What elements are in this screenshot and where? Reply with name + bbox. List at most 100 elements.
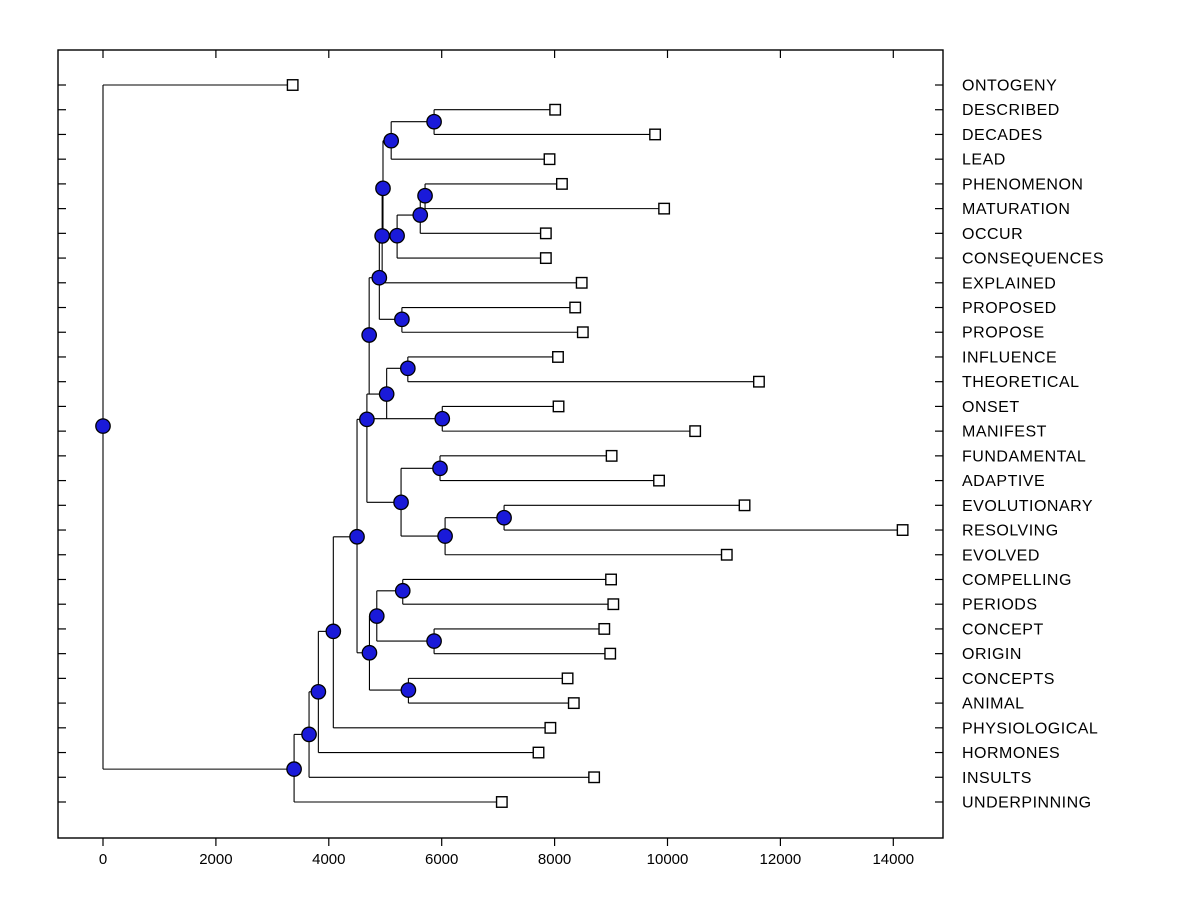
leaf-label: RESOLVING — [962, 523, 1059, 540]
leaf-label: CONCEPTS — [962, 671, 1055, 688]
leaf-label: PERIODS — [962, 597, 1038, 614]
node-marker — [325, 623, 342, 640]
leaf-label: CONSEQUENCES — [962, 251, 1104, 268]
leaf-marker — [532, 746, 545, 759]
leaf-label: ANIMAL — [962, 696, 1025, 713]
node-marker — [374, 228, 390, 244]
node-marker — [349, 528, 365, 545]
leaf-marker — [495, 796, 508, 808]
leaf-marker — [552, 351, 564, 363]
x-axis-tick-label: 4000 — [312, 851, 345, 868]
leaf-label: PROPOSE — [962, 325, 1045, 342]
leaf-label: OCCUR — [962, 226, 1023, 243]
x-axis-tick-label: 0 — [99, 851, 107, 868]
node-marker — [417, 187, 433, 204]
leaf-label: MATURATION — [962, 201, 1070, 218]
leaf-marker — [549, 103, 562, 116]
leaf-marker — [689, 425, 702, 438]
leaf-marker — [543, 153, 556, 166]
leaf-marker — [567, 697, 580, 710]
node-marker — [375, 180, 391, 197]
leaf-marker — [539, 252, 552, 265]
leaf-label: EXPLAINED — [962, 275, 1056, 292]
node-marker — [434, 410, 451, 427]
node-marker — [400, 682, 417, 698]
x-axis-tick-label: 2000 — [199, 851, 232, 868]
leaf-label: THEORETICAL — [962, 374, 1080, 391]
leaf-label: INFLUENCE — [962, 349, 1057, 366]
leaf-marker — [576, 326, 589, 339]
leaf-label: PHENOMENON — [962, 176, 1083, 193]
leaf-label: PROPOSED — [962, 300, 1057, 317]
node-marker — [412, 207, 429, 223]
node-marker — [432, 460, 448, 477]
x-axis-tick-label: 14000 — [872, 851, 914, 868]
node-marker — [426, 113, 442, 130]
leaf-marker — [653, 474, 665, 487]
leaf-label: INSULTS — [962, 770, 1032, 787]
leaf-marker — [561, 672, 574, 685]
node-marker — [496, 509, 512, 526]
node-marker — [286, 761, 302, 777]
leaf-marker — [598, 622, 611, 635]
x-axis-tick-label: 12000 — [760, 851, 802, 868]
x-axis-tick-label: 10000 — [647, 851, 689, 868]
leaf-marker — [588, 771, 601, 784]
leaf-label: COMPELLING — [962, 572, 1072, 589]
leaf-marker — [752, 375, 765, 388]
node-marker — [394, 311, 410, 328]
node-marker — [361, 644, 378, 661]
leaf-label: EVOLVED — [962, 547, 1040, 564]
node-marker — [371, 269, 388, 286]
leaf-marker — [569, 301, 582, 314]
leaf-label: ORIGIN — [962, 646, 1022, 663]
leaf-marker — [649, 128, 662, 141]
node-marker — [389, 227, 405, 244]
leaf-label: ADAPTIVE — [962, 473, 1045, 490]
leaf-marker — [575, 276, 588, 289]
node-marker — [394, 582, 411, 599]
leaf-marker — [720, 548, 733, 561]
leaf-marker — [552, 400, 565, 413]
leaf-marker — [539, 227, 552, 240]
leaf-marker — [607, 598, 620, 611]
leaf-marker — [544, 721, 557, 734]
leaf-label: ONTOGENY — [962, 78, 1057, 95]
node-marker — [359, 411, 375, 428]
node-marker — [393, 494, 409, 511]
leaf-label: ONSET — [962, 399, 1020, 416]
leaf-marker — [896, 524, 909, 536]
leaf-label: HORMONES — [962, 745, 1060, 762]
leaf-label: PHYSIOLOGICAL — [962, 720, 1098, 737]
leaf-marker — [658, 202, 671, 215]
node-marker — [95, 418, 111, 434]
leaf-label: UNDERPINNING — [962, 794, 1092, 811]
node-marker — [368, 608, 385, 624]
node-marker — [383, 132, 400, 149]
node-marker — [426, 633, 442, 649]
leaf-marker — [286, 79, 299, 91]
leaf-label: LEAD — [962, 152, 1006, 169]
leaf-label: DECADES — [962, 127, 1043, 144]
leaf-label: FUNDAMENTAL — [962, 448, 1086, 465]
node-marker — [361, 327, 378, 343]
x-axis-tick-label: 6000 — [425, 851, 458, 868]
node-marker — [310, 683, 327, 700]
leaf-marker — [604, 647, 617, 660]
leaf-marker — [605, 573, 617, 586]
plot-box — [57, 49, 944, 839]
leaf-label: DESCRIBED — [962, 102, 1060, 119]
leaf-label: EVOLUTIONARY — [962, 498, 1093, 515]
leaf-marker — [605, 449, 618, 462]
leaf-marker — [555, 177, 568, 190]
node-marker — [378, 386, 395, 402]
leaf-label: MANIFEST — [962, 424, 1047, 441]
node-marker — [399, 360, 416, 377]
node-marker — [301, 726, 317, 743]
leaf-marker — [738, 499, 751, 512]
node-marker — [437, 528, 453, 544]
x-axis-tick-label: 8000 — [538, 851, 571, 868]
leaf-label: CONCEPT — [962, 621, 1044, 638]
